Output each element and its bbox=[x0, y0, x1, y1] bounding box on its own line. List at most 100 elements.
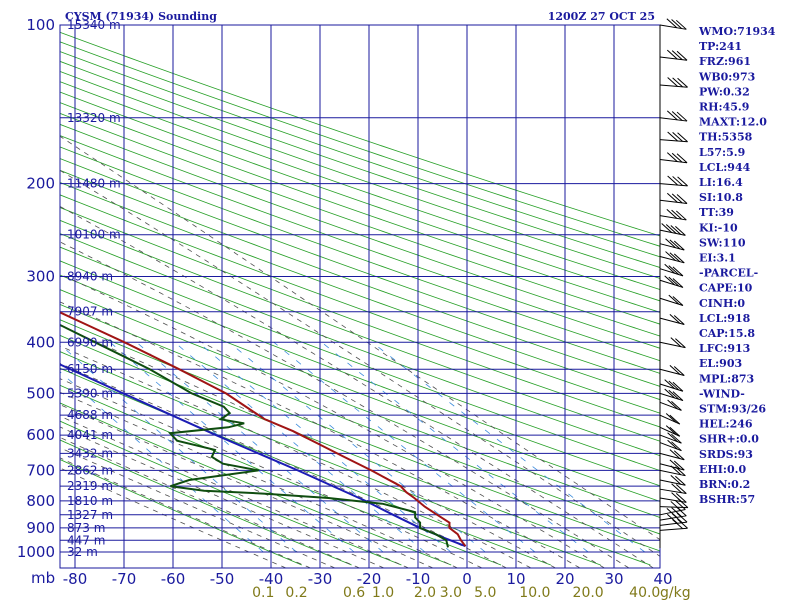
wind-barb-flag bbox=[667, 439, 678, 450]
wind-barb-flag bbox=[671, 50, 683, 61]
index-entry: FRZ:961 bbox=[699, 55, 751, 68]
pressure-tick-label: 600 bbox=[26, 426, 55, 444]
index-entry: MPL:873 bbox=[699, 372, 754, 385]
height-label: 4041 m bbox=[67, 428, 113, 442]
wind-barb bbox=[659, 518, 688, 531]
wind-barb-staff bbox=[659, 452, 685, 461]
wind-barb-staff bbox=[659, 229, 686, 236]
wind-barb bbox=[659, 483, 687, 494]
mixing-ratio-unit-label: g/kg bbox=[660, 585, 691, 600]
height-label: 2319 m bbox=[67, 479, 113, 493]
wind-barb-staff bbox=[659, 488, 687, 494]
pressure-tick-label: 300 bbox=[26, 267, 55, 285]
wind-barb-flag bbox=[668, 389, 680, 400]
wind-barb bbox=[659, 465, 686, 477]
dry-adiabat bbox=[60, 123, 660, 337]
wind-barb-staff bbox=[659, 515, 687, 521]
temperature-tick-label: -40 bbox=[259, 570, 284, 588]
wind-barb-flag bbox=[673, 315, 685, 325]
wind-barb-flag bbox=[673, 366, 685, 376]
index-entry: MAXT:12.0 bbox=[699, 116, 767, 129]
dry-adiabat bbox=[60, 420, 402, 566]
index-entry: BRN:0.2 bbox=[699, 478, 750, 491]
wind-barb-flag bbox=[666, 110, 678, 121]
index-entry: -WIND- bbox=[699, 387, 745, 400]
wind-barb-flag bbox=[669, 365, 681, 375]
wind-barb-flag bbox=[676, 50, 688, 61]
stability-indices: WMO:71934 TP:241 FRZ:961 WB0:973 PW:0.32 RH:4… bbox=[698, 25, 776, 506]
wind-barb-flag bbox=[671, 401, 682, 411]
dry-adiabat bbox=[60, 158, 660, 374]
wind-barb-staff bbox=[659, 84, 688, 88]
wind-barb-flag bbox=[669, 449, 681, 459]
moist-adiabat bbox=[60, 135, 660, 541]
moist-adiabat bbox=[60, 362, 507, 568]
wind-barb-flag bbox=[667, 399, 678, 410]
temperature-tick-label: -10 bbox=[406, 570, 431, 588]
wind-barb-flag bbox=[672, 296, 684, 306]
wind-barb-flag bbox=[669, 239, 681, 250]
wind-barb-flag bbox=[665, 425, 677, 436]
index-entry: TH:5358 bbox=[699, 131, 753, 144]
wind-barb bbox=[659, 432, 682, 444]
wind-barb bbox=[659, 238, 685, 251]
pressure-tick-label: 900 bbox=[26, 519, 55, 537]
temperature-tick-label: -30 bbox=[308, 570, 333, 588]
wind-barb-staff bbox=[659, 279, 684, 288]
wind-barb-flag bbox=[676, 153, 688, 164]
wind-barb-flag bbox=[668, 380, 680, 391]
wind-barb-flag bbox=[668, 276, 680, 287]
wind-barb-staff bbox=[659, 479, 686, 486]
moist-adiabat bbox=[60, 301, 581, 568]
dry-adiabat bbox=[60, 334, 651, 566]
height-label: 447 m bbox=[67, 533, 105, 547]
moist-adiabat bbox=[60, 241, 630, 568]
pressure-tick-label: 700 bbox=[26, 461, 55, 479]
wind-barb-staff bbox=[659, 199, 688, 204]
wind-barb-staff bbox=[659, 527, 688, 531]
wind-barb bbox=[659, 263, 684, 277]
wind-barb-flag bbox=[675, 338, 686, 348]
chart-title-right: 1200Z 27 OCT 25 bbox=[548, 10, 655, 23]
profile-layer bbox=[60, 311, 467, 548]
index-entry: RH:45.9 bbox=[699, 101, 749, 114]
temperature-tick-label: -20 bbox=[357, 570, 382, 588]
dry-adiabat bbox=[60, 206, 660, 428]
wind-barb bbox=[659, 110, 688, 122]
wind-barb-flag bbox=[664, 379, 676, 390]
pressure-unit-label: mb bbox=[31, 569, 55, 587]
dry-adiabat bbox=[60, 219, 660, 442]
dry-adiabat bbox=[60, 41, 660, 247]
dry-adiabat bbox=[60, 458, 302, 566]
height-label: 8940 m bbox=[67, 269, 113, 283]
dry-adiabat bbox=[60, 112, 660, 325]
index-entry: STM:93/26 bbox=[699, 403, 766, 416]
temperature-tick-label: -50 bbox=[210, 570, 235, 588]
wind-barb-staff bbox=[659, 426, 681, 437]
wind-barb bbox=[659, 131, 688, 143]
wind-barb bbox=[659, 399, 682, 411]
index-entry: SI:10.8 bbox=[699, 191, 743, 204]
wind-barb bbox=[659, 365, 685, 377]
wind-barb-flag bbox=[671, 483, 682, 494]
dry-adiabat bbox=[60, 135, 660, 349]
mixing-ratio-label: 2.0 bbox=[414, 585, 436, 600]
wind-barb-flag bbox=[664, 263, 676, 274]
index-entry: HEL:246 bbox=[699, 418, 753, 431]
dry-adiabat bbox=[60, 169, 660, 387]
moist-adiabat bbox=[60, 426, 385, 568]
wind-barb-flag bbox=[669, 459, 681, 470]
wind-barb-flag bbox=[676, 512, 688, 523]
wind-barb-flag bbox=[669, 426, 681, 437]
pressure-tick-label: 100 bbox=[26, 16, 55, 34]
temperature-tick-label: 0 bbox=[462, 570, 472, 588]
wind-barb bbox=[659, 449, 685, 461]
height-label: 873 m bbox=[67, 521, 105, 535]
dry-adiabat bbox=[60, 194, 660, 414]
dry-adiabat bbox=[60, 60, 660, 268]
dry-adiabat bbox=[60, 303, 660, 535]
wind-barb-flag bbox=[664, 388, 676, 399]
index-entry: CAPE:10 bbox=[699, 282, 753, 295]
wind-barb-flag bbox=[666, 18, 678, 29]
height-label: 4688 m bbox=[67, 408, 113, 422]
